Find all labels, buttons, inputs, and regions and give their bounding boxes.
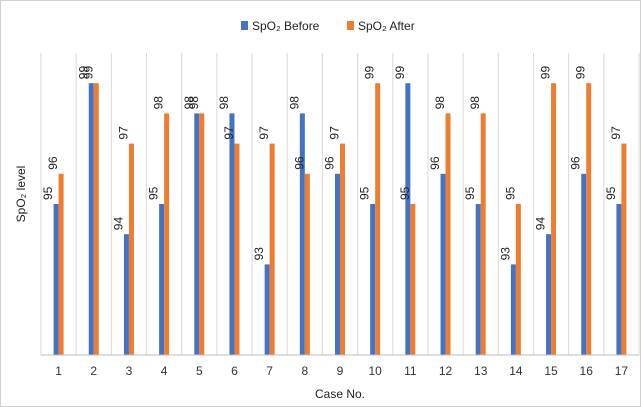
bar-after-case-7 xyxy=(269,143,275,355)
data-label-after-case-11: 95 xyxy=(398,186,412,200)
bar-after-case-5 xyxy=(199,113,205,356)
x-tick-label: 15 xyxy=(544,364,558,378)
data-label-before-case-15: 94 xyxy=(534,217,548,231)
bar-after-case-3 xyxy=(128,143,134,355)
data-label-before-case-13: 95 xyxy=(463,186,477,200)
x-tick-label: 13 xyxy=(474,364,488,378)
legend-label-after: SpO₂ After xyxy=(358,19,415,33)
bar-before-case-15 xyxy=(546,234,552,355)
legend-swatch-after xyxy=(347,21,354,30)
x-axis: 1 2 3 4 5 6 7 8 9 10 11 12 13 14 15 16 17 xyxy=(41,354,639,378)
bar-before-case-12 xyxy=(440,173,446,355)
data-label-after-case-3: 97 xyxy=(116,126,130,140)
data-label-before-case-5: 98 xyxy=(182,96,196,110)
data-label-before-case-9: 96 xyxy=(323,156,337,170)
x-tick-label: 16 xyxy=(580,364,594,378)
bar-after-case-8 xyxy=(304,173,310,355)
bar-before-case-2 xyxy=(88,83,94,355)
data-label-after-case-6: 97 xyxy=(222,126,236,140)
data-label-before-case-10: 95 xyxy=(358,186,372,200)
y-axis-title: SpO₂ level xyxy=(14,166,28,223)
data-label-before-case-11: 99 xyxy=(393,66,407,80)
data-label-before-case-12: 96 xyxy=(428,156,442,170)
data-label-after-case-15: 99 xyxy=(539,66,553,80)
bar-before-case-9 xyxy=(335,173,340,355)
x-tick-label: 6 xyxy=(231,364,238,378)
bar-before-case-3 xyxy=(123,234,129,355)
bar-before-case-10 xyxy=(370,204,376,355)
legend-swatch-before xyxy=(241,21,248,30)
data-label-before-case-7: 93 xyxy=(252,247,266,261)
data-label-before-case-1: 95 xyxy=(41,186,55,200)
bar-after-case-16 xyxy=(586,83,592,355)
x-tick-label: 2 xyxy=(90,364,97,378)
bar-after-case-4 xyxy=(164,113,170,356)
bar-before-case-4 xyxy=(159,204,165,355)
grid-lines xyxy=(40,53,640,355)
bar-before-case-7 xyxy=(264,264,270,355)
bar-after-case-1 xyxy=(58,173,64,355)
bar-after-case-2 xyxy=(93,83,99,355)
data-label-after-case-1: 96 xyxy=(46,156,60,170)
bar-before-case-6 xyxy=(229,113,235,356)
x-tick-label: 17 xyxy=(615,364,629,378)
bar-before-case-16 xyxy=(581,173,587,355)
bar-before-case-17 xyxy=(616,204,622,355)
bar-before-case-5 xyxy=(194,113,200,356)
data-label-before-case-14: 93 xyxy=(498,247,512,261)
bar-after-case-11 xyxy=(410,204,416,355)
data-label-after-case-12: 98 xyxy=(433,96,447,110)
data-label-after-case-2: 99 xyxy=(81,66,95,80)
data-label-after-case-13: 98 xyxy=(468,96,482,110)
bar-after-case-17 xyxy=(621,143,627,355)
data-label-after-case-7: 97 xyxy=(257,126,271,140)
x-tick-label: 5 xyxy=(196,364,203,378)
x-tick-label: 12 xyxy=(439,364,453,378)
x-axis-title: Case No. xyxy=(315,387,365,401)
bars xyxy=(53,83,627,356)
bar-after-case-12 xyxy=(445,113,451,356)
bar-before-case-8 xyxy=(299,113,305,356)
x-tick-label: 3 xyxy=(126,364,133,378)
bar-after-case-9 xyxy=(340,143,345,355)
data-label-before-case-6: 98 xyxy=(217,96,231,110)
data-label-before-case-3: 94 xyxy=(111,217,125,231)
x-tick-label: 1 xyxy=(55,364,62,378)
x-tick-label: 9 xyxy=(337,364,344,378)
x-tick-label: 4 xyxy=(161,364,168,378)
bar-after-case-14 xyxy=(515,204,521,355)
data-label-after-case-14: 95 xyxy=(503,186,517,200)
bar-before-case-14 xyxy=(510,264,516,355)
x-tick-label: 8 xyxy=(301,364,308,378)
data-label-after-case-9: 97 xyxy=(328,126,342,140)
legend: SpO₂ Before SpO₂ After xyxy=(241,19,415,33)
data-label-before-case-2: 99 xyxy=(76,66,90,80)
bar-after-case-13 xyxy=(480,113,486,356)
x-tick-label: 10 xyxy=(368,364,382,378)
legend-label-before: SpO₂ Before xyxy=(252,19,320,33)
x-tick-label: 11 xyxy=(404,364,417,378)
data-label-before-case-17: 95 xyxy=(604,186,618,200)
data-label-before-case-8: 98 xyxy=(287,96,301,110)
bar-after-case-15 xyxy=(551,83,557,355)
data-label-before-case-4: 95 xyxy=(147,186,161,200)
data-label-after-case-10: 99 xyxy=(363,66,377,80)
data-label-after-case-16: 99 xyxy=(574,66,588,80)
data-label-after-case-5: 98 xyxy=(187,96,201,110)
x-tick-label: 7 xyxy=(266,364,273,378)
bar-after-case-10 xyxy=(375,83,381,355)
bar-after-case-6 xyxy=(234,143,240,355)
data-label-after-case-17: 97 xyxy=(609,126,623,140)
bar-before-case-13 xyxy=(475,204,481,355)
data-label-before-case-16: 96 xyxy=(569,156,583,170)
x-tick-label: 14 xyxy=(509,364,523,378)
bar-before-case-1 xyxy=(53,204,59,355)
data-label-after-case-4: 98 xyxy=(152,96,166,110)
data-label-after-case-8: 96 xyxy=(292,156,306,170)
bar-before-case-11 xyxy=(405,83,411,355)
